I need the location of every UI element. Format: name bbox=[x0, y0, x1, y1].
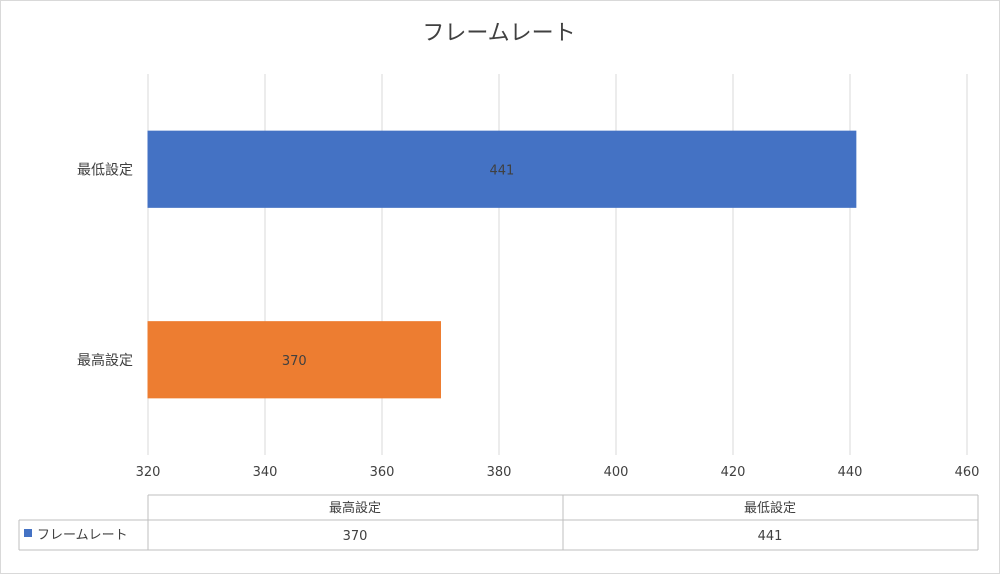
legend-key-square bbox=[24, 529, 32, 537]
bars bbox=[147, 130, 857, 399]
table-header-min: 最低設定 bbox=[744, 500, 796, 516]
chart-title: フレームレート bbox=[422, 21, 575, 46]
bar-data-label: 370 bbox=[282, 354, 307, 369]
x-tick-labels: 320 340 360 380 400 420 440 460 bbox=[136, 465, 980, 480]
x-tick-label: 360 bbox=[370, 465, 395, 480]
data-table: 最高設定 最低設定 フレームレート 370 441 bbox=[18, 494, 979, 551]
bar bbox=[147, 130, 857, 208]
x-tick-label: 380 bbox=[487, 465, 512, 480]
x-tick-label: 420 bbox=[721, 465, 746, 480]
category-label: 最低設定 bbox=[77, 162, 133, 178]
table-header-max: 最高設定 bbox=[329, 500, 381, 516]
data-labels: 370 441 bbox=[282, 163, 515, 369]
table-value-max: 370 bbox=[343, 529, 368, 544]
x-tick-label: 340 bbox=[253, 465, 278, 480]
x-tick-label: 320 bbox=[136, 465, 161, 480]
x-tick-label: 460 bbox=[955, 465, 980, 480]
bar-data-label: 441 bbox=[490, 163, 515, 178]
table-value-min: 441 bbox=[758, 529, 783, 544]
bar bbox=[147, 321, 441, 399]
category-label: 最高設定 bbox=[77, 352, 133, 369]
table-series-label: フレームレート bbox=[37, 528, 128, 543]
x-tick-label: 400 bbox=[604, 465, 629, 480]
x-tick-label: 440 bbox=[838, 465, 863, 480]
